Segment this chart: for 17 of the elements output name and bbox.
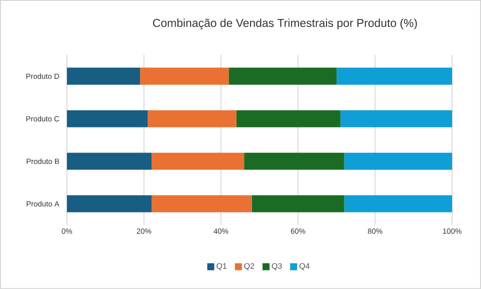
bar [66,195,152,212]
bar [66,68,140,85]
bar [236,110,340,128]
bar [344,152,452,170]
bar [66,152,152,170]
bar [340,110,452,128]
bar [252,195,344,212]
bar [336,68,452,85]
bar [140,68,229,85]
bar [66,110,148,128]
bar [228,68,337,85]
bar [148,110,236,128]
bar [152,195,252,212]
chart-title: Combinação de Vendas Trimestrais por Produto (%) [152,18,417,30]
bar [344,195,452,212]
bar [244,152,344,170]
bar [152,152,244,170]
